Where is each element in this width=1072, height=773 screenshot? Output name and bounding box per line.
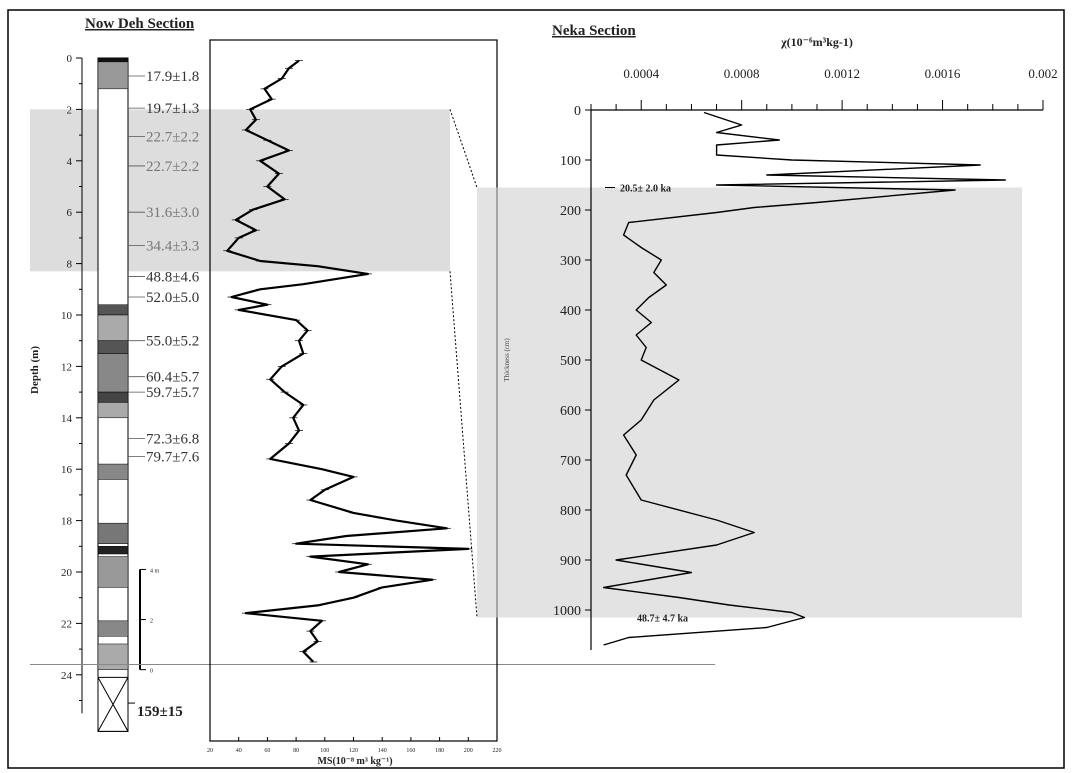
ms-x-axis-label: MS(10⁻⁸ m³ kg⁻¹) — [317, 756, 392, 767]
correlation-line-top — [449, 109, 478, 188]
chi-y-tick-label: 0 — [574, 104, 581, 119]
chi-y-tick-label: 100 — [560, 154, 581, 169]
chi-y-tick-label: 1000 — [553, 604, 581, 619]
column-layer — [97, 340, 129, 354]
age-label: 52.0±5.0 — [146, 290, 199, 306]
depth-tick-label: 16 — [61, 464, 73, 476]
age-label: 60.4±5.7 — [146, 370, 200, 386]
chi-y-tick-label: 500 — [560, 354, 581, 369]
age-label: 59.7±5.7 — [146, 385, 200, 401]
chi-y-tick-label: 200 — [560, 204, 581, 219]
column-layer — [97, 61, 129, 90]
chi-chart: 0.0004 0.0008 0.0012 0.0016 0.002 0 100 200 300 4… — [449, 66, 1058, 650]
age-label: 17.9±1.8 — [146, 69, 199, 85]
chi-y-tick-label: 400 — [560, 304, 581, 319]
ms-x-tick-label: 220 — [493, 748, 502, 754]
depth-tick-label: 12 — [61, 361, 72, 373]
age-label: 34.4±3.3 — [146, 239, 199, 255]
shaded-interval-left — [30, 109, 450, 272]
annotation-label: 20.5± 2.0 ka — [620, 184, 671, 195]
chi-x-tick-label: 0.002 — [1028, 66, 1057, 81]
depth-tick-label: 10 — [61, 310, 73, 322]
column-layer — [97, 620, 129, 637]
depth-tick-label: 22 — [61, 618, 72, 630]
column-layer — [97, 304, 129, 316]
depth-tick-label: 0 — [67, 53, 73, 65]
chi-x-tick-label: 0.0016 — [925, 66, 961, 81]
age-label: 31.6±3.0 — [146, 205, 199, 221]
figure-border — [7, 9, 1065, 769]
column-cross-b — [97, 677, 129, 732]
ms-x-tick-label: 20 — [207, 748, 213, 754]
column-layer — [97, 57, 129, 63]
annotation-label: 48.7± 4.7 ka — [637, 614, 688, 625]
ms-x-tick-label: 80 — [293, 748, 299, 754]
chi-series-line — [602, 111, 1006, 646]
depth-tick-label: 20 — [61, 567, 73, 579]
depth-tick-label: 8 — [67, 259, 73, 271]
ms-x-tick-label: 160 — [406, 748, 415, 754]
column-layer — [97, 353, 129, 393]
age-label: 79.7±7.6 — [146, 449, 200, 465]
left-section-title: Now Deh Section — [85, 16, 195, 32]
ms-x-tick-label: 200 — [464, 748, 473, 754]
chi-x-tick-label: 0.0008 — [724, 66, 760, 81]
chi-y-axis-label: Thickness (cm) — [503, 338, 511, 382]
depth-tick-label: 18 — [61, 516, 73, 528]
bottom-age-label: 159±15 — [137, 704, 183, 720]
ms-x-tick-label: 60 — [264, 748, 270, 754]
ms-x-tick-label: 40 — [236, 748, 242, 754]
chi-y-tick-label: 700 — [560, 454, 581, 469]
depth-tick-label: 2 — [67, 104, 73, 116]
right-section-title: Neka Section — [552, 23, 636, 39]
scale-bar-label: 2 — [150, 619, 153, 625]
ms-x-tick-label: 140 — [378, 748, 387, 754]
depth-tick-label: 14 — [61, 413, 73, 425]
chi-y-tick-label: 800 — [560, 504, 581, 519]
column-layer — [97, 402, 129, 419]
depth-axis-label: Depth (m) — [29, 346, 41, 394]
age-label: 19.7±1.3 — [146, 101, 199, 117]
column-layer — [97, 556, 129, 588]
column-layer — [97, 546, 129, 555]
age-label: 48.8±4.6 — [146, 269, 200, 285]
column-layer — [97, 522, 129, 544]
scale-bar-label: 4 m — [150, 568, 160, 574]
scale-bar-label: 0 — [150, 669, 153, 675]
ms-x-tick-label: 120 — [349, 748, 358, 754]
column-layer — [97, 463, 129, 480]
age-label: 55.0±5.2 — [146, 334, 199, 350]
chi-x-tick-label: 0.0004 — [623, 66, 659, 81]
age-label: 72.3±6.8 — [146, 431, 199, 447]
chi-x-tick-label: 0.0012 — [824, 66, 860, 81]
stratigraphic-column: 02468101214161820222417.9±1.819.7±1.322.… — [30, 53, 715, 732]
column-layer — [97, 314, 129, 341]
depth-tick-label: 6 — [67, 207, 73, 219]
ms-series-line — [226, 59, 470, 663]
depth-tick-label: 24 — [61, 670, 73, 682]
column-layer — [97, 643, 129, 670]
chi-x-axis-label: χ(10⁻⁶m³kg-1) — [780, 35, 853, 49]
correlation-line-bottom — [449, 271, 478, 618]
chi-y-tick-label: 900 — [560, 554, 581, 569]
chi-y-tick-label: 600 — [560, 404, 581, 419]
age-label: 22.7±2.2 — [146, 159, 199, 175]
ms-x-tick-label: 100 — [320, 748, 329, 754]
chi-y-tick-label: 300 — [560, 254, 581, 269]
column-layer — [97, 391, 129, 403]
shaded-interval-right — [477, 187, 1022, 618]
ms-x-tick-label: 180 — [435, 748, 444, 754]
age-label: 22.7±2.2 — [146, 129, 199, 145]
depth-tick-label: 4 — [67, 156, 73, 168]
